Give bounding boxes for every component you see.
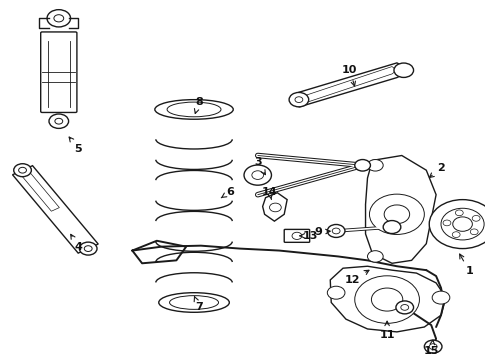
Polygon shape [330,266,446,332]
Ellipse shape [167,102,221,117]
Circle shape [452,232,460,238]
Circle shape [79,242,97,255]
Ellipse shape [159,293,229,312]
Circle shape [292,232,302,239]
Circle shape [441,208,484,240]
Polygon shape [263,193,287,221]
Circle shape [14,164,31,177]
Circle shape [396,301,414,314]
Circle shape [394,63,414,77]
Circle shape [429,199,490,249]
Circle shape [55,118,63,124]
Ellipse shape [155,100,233,119]
Polygon shape [299,63,412,107]
Circle shape [371,288,403,311]
Circle shape [295,97,303,103]
Text: 11: 11 [379,321,395,340]
Circle shape [355,276,419,323]
Circle shape [368,159,383,171]
Circle shape [289,93,309,107]
Circle shape [384,205,410,224]
Circle shape [54,15,64,22]
Text: 10: 10 [342,65,358,86]
Circle shape [244,165,271,185]
Ellipse shape [170,296,219,309]
Circle shape [270,203,281,212]
Polygon shape [19,168,59,211]
Text: 13: 13 [300,231,318,241]
Circle shape [453,217,472,231]
FancyBboxPatch shape [41,32,77,112]
Text: 5: 5 [69,137,82,154]
Circle shape [368,251,383,262]
Circle shape [383,221,401,234]
Circle shape [424,340,442,353]
FancyBboxPatch shape [284,229,310,242]
Text: 8: 8 [195,96,203,113]
Polygon shape [366,156,436,263]
Text: 7: 7 [194,297,203,312]
Circle shape [327,225,345,238]
Circle shape [49,114,69,129]
Circle shape [432,291,450,304]
Circle shape [369,194,424,234]
Circle shape [470,229,478,235]
Circle shape [455,210,463,216]
Text: 3: 3 [254,157,266,175]
Text: 4: 4 [71,234,82,252]
Circle shape [252,171,264,179]
Text: 14: 14 [262,187,277,199]
Circle shape [327,286,345,299]
Text: 2: 2 [429,163,445,177]
Circle shape [472,215,480,221]
Circle shape [332,228,340,234]
Circle shape [401,305,409,310]
Polygon shape [304,67,397,103]
Circle shape [19,167,26,173]
Text: 6: 6 [221,187,234,198]
Circle shape [47,10,71,27]
Text: 12: 12 [345,270,369,285]
Circle shape [429,344,437,350]
Circle shape [355,159,370,171]
Polygon shape [13,166,98,253]
Circle shape [84,246,92,252]
Circle shape [443,220,451,226]
Text: 1: 1 [460,254,473,276]
Text: 9: 9 [315,227,330,237]
Text: 15: 15 [423,340,439,356]
